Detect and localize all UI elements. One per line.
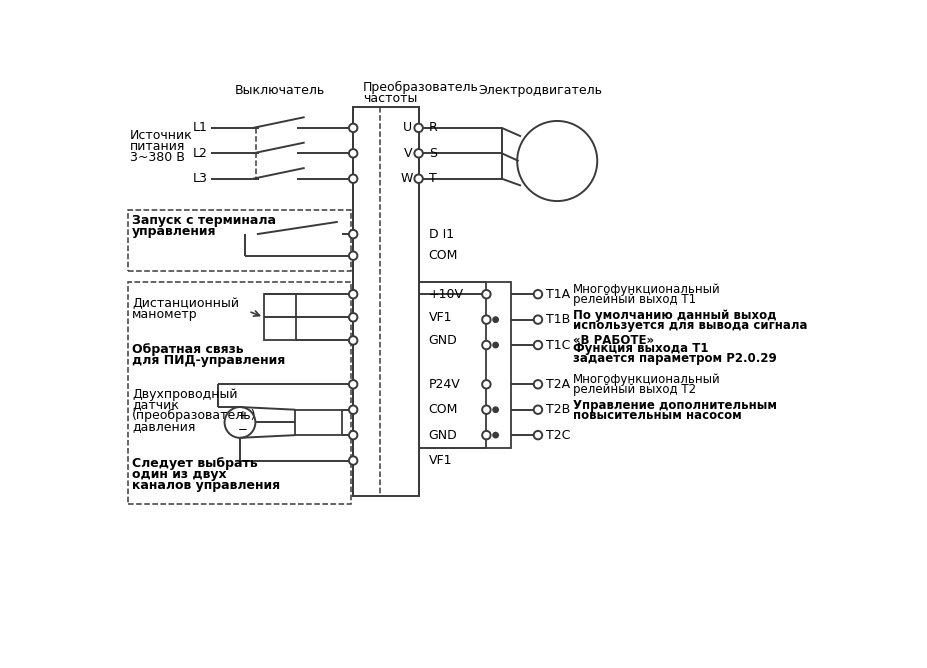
Text: для ПИД-управления: для ПИД-управления [132,354,286,367]
Circle shape [349,405,357,414]
Circle shape [492,407,498,412]
Text: 3~380 В: 3~380 В [130,151,184,164]
Text: управления: управления [132,224,216,238]
Text: T: T [428,172,436,185]
Circle shape [414,174,423,183]
Circle shape [482,290,490,299]
Text: −: − [237,423,247,436]
Text: L2: L2 [193,147,208,160]
Text: T2C: T2C [545,429,569,442]
Text: датчик: датчик [132,399,179,411]
Text: Многофункциональный: Многофункциональный [572,283,719,296]
Circle shape [482,380,490,389]
Text: P24V: P24V [428,378,460,391]
Text: L3: L3 [193,172,208,185]
Text: манометр: манометр [132,308,197,321]
Circle shape [414,124,423,132]
Text: T2B: T2B [545,403,569,416]
Circle shape [533,431,541,440]
Text: Дистанционный: Дистанционный [132,297,239,310]
Circle shape [349,251,357,260]
Text: один из двух: один из двух [132,468,226,481]
Circle shape [349,456,357,465]
Text: давления: давления [132,420,196,433]
Text: релейный выход Т2: релейный выход Т2 [572,383,695,396]
Circle shape [349,431,357,440]
Text: VF1: VF1 [428,454,451,467]
Text: W: W [400,172,412,185]
Text: +10V: +10V [428,288,464,301]
Bar [486,282,511,448]
Text: каналов управления: каналов управления [132,479,280,492]
Text: T2A: T2A [545,378,569,391]
Text: Запуск с терминала: Запуск с терминала [132,214,276,227]
Circle shape [349,313,357,321]
Text: GND: GND [428,429,457,442]
Text: Двухпроводный: Двухпроводный [132,388,237,401]
Circle shape [349,336,357,345]
Circle shape [349,290,357,299]
Text: V: V [403,147,412,160]
Text: Следует выбрать: Следует выбрать [132,457,258,470]
Circle shape [533,405,541,414]
Text: Управление дополнительным: Управление дополнительным [572,399,776,411]
Text: Преобразователь: Преобразователь [362,81,478,94]
Circle shape [492,432,498,438]
Circle shape [482,405,490,414]
Bar [295,409,341,435]
Text: используется для вывода сигнала: используется для вывода сигнала [572,319,806,331]
Circle shape [349,149,357,158]
Circle shape [533,380,541,389]
Text: COM: COM [428,249,458,263]
Circle shape [492,342,498,348]
Text: Электродвигатель: Электродвигатель [478,84,602,98]
Text: релейный выход Т1: релейный выход Т1 [572,293,695,306]
Circle shape [533,290,541,299]
Text: частоты: частоты [362,92,417,105]
Text: D I1: D I1 [428,228,453,240]
Text: (преобразователь): (преобразователь) [132,409,257,422]
Circle shape [533,315,541,324]
Text: COM: COM [428,403,458,416]
Text: Многофункциональный: Многофункциональный [572,373,719,386]
Text: «В РАБОТЕ»: «В РАБОТЕ» [572,334,653,347]
Circle shape [482,431,490,440]
Text: L1: L1 [193,122,208,134]
Text: U: U [403,122,412,134]
Bar [353,107,418,496]
Circle shape [482,341,490,349]
Circle shape [414,149,423,158]
Bar [263,294,296,341]
Circle shape [349,174,357,183]
Text: S: S [428,147,437,160]
Text: +: + [237,409,247,422]
Text: T1B: T1B [545,313,569,326]
Text: повысительным насосом: повысительным насосом [572,409,741,422]
Text: GND: GND [428,334,457,347]
Bar [127,282,350,504]
Text: питания: питания [130,140,185,153]
Text: Функция выхода Т1: Функция выхода Т1 [572,343,707,355]
Circle shape [482,315,490,324]
Circle shape [349,230,357,238]
Text: Выключатель: Выключатель [235,84,324,98]
Bar [127,210,350,271]
Text: VF1: VF1 [428,311,451,324]
Text: Источник: Источник [130,129,193,142]
Text: Обратная связь: Обратная связь [132,343,244,356]
Circle shape [349,380,357,389]
Circle shape [533,341,541,349]
Text: T1A: T1A [545,288,569,301]
Circle shape [349,124,357,132]
Text: R: R [428,122,437,134]
Text: задается параметром Р2.0.29: задается параметром Р2.0.29 [572,353,776,365]
Text: По умолчанию данный выход: По умолчанию данный выход [572,309,775,321]
Text: T1C: T1C [545,339,569,351]
Circle shape [492,317,498,323]
